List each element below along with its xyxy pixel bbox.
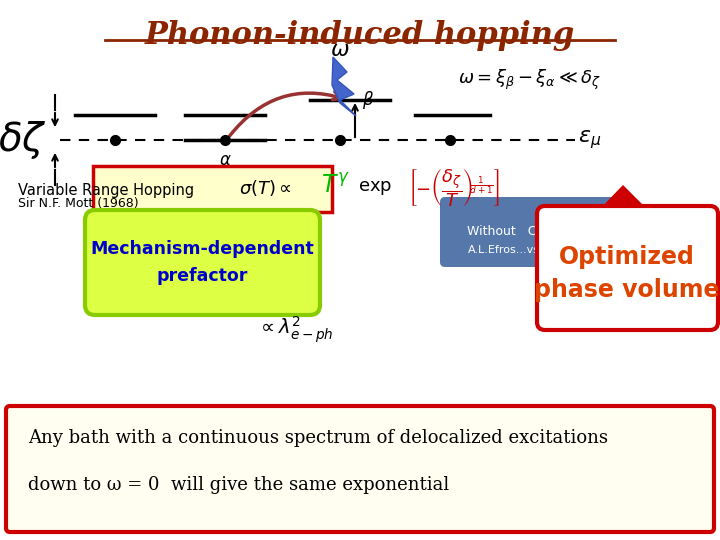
Text: Any bath with a continuous spectrum of delocalized excitations: Any bath with a continuous spectrum of d… xyxy=(28,429,608,447)
Text: $\propto \lambda^2_{e-ph}$: $\propto \lambda^2_{e-ph}$ xyxy=(257,315,333,345)
Text: $\alpha$: $\alpha$ xyxy=(219,152,231,169)
Text: $T^\gamma$: $T^\gamma$ xyxy=(320,174,349,198)
Text: $\sigma(T) \propto$: $\sigma(T) \propto$ xyxy=(238,178,292,198)
FancyBboxPatch shape xyxy=(537,206,718,330)
FancyBboxPatch shape xyxy=(6,406,714,532)
Text: Without   Comb gap: Without Comb gap xyxy=(467,226,591,239)
Polygon shape xyxy=(245,188,310,220)
Text: Mechanism-dependent: Mechanism-dependent xyxy=(90,240,314,258)
Text: $\delta\zeta$: $\delta\zeta$ xyxy=(0,119,46,161)
Text: Phonon-induced hopping: Phonon-induced hopping xyxy=(145,20,575,51)
FancyArrowPatch shape xyxy=(230,92,341,136)
Text: A.L.Efros...vskii(1975): A.L.Efros...vskii(1975) xyxy=(468,245,590,255)
Text: $\beta$: $\beta$ xyxy=(362,89,374,111)
Text: $\omega = \xi_\beta - \xi_\alpha \ll \delta_\zeta$: $\omega = \xi_\beta - \xi_\alpha \ll \de… xyxy=(459,68,601,92)
Text: Sir N.F. Mott (1968): Sir N.F. Mott (1968) xyxy=(18,198,139,211)
Polygon shape xyxy=(332,57,356,116)
Text: down to ω = 0  will give the same exponential: down to ω = 0 will give the same exponen… xyxy=(28,476,449,494)
Text: prefactor: prefactor xyxy=(156,267,248,285)
Text: $\omega$: $\omega$ xyxy=(330,39,350,61)
Text: Optimized: Optimized xyxy=(559,245,695,269)
Text: $\left[-\left(\dfrac{\delta_\zeta}{T}\right)^{\!\!\frac{1}{d+1}}\right]$: $\left[-\left(\dfrac{\delta_\zeta}{T}\ri… xyxy=(408,167,500,209)
FancyBboxPatch shape xyxy=(440,197,618,267)
Text: $\mathrm{exp}$: $\mathrm{exp}$ xyxy=(358,179,392,197)
Polygon shape xyxy=(490,202,566,262)
Text: phase volume: phase volume xyxy=(534,278,720,302)
FancyBboxPatch shape xyxy=(93,166,332,212)
Text: $\epsilon_{\mu}$: $\epsilon_{\mu}$ xyxy=(578,129,601,151)
FancyBboxPatch shape xyxy=(85,210,320,315)
Polygon shape xyxy=(595,185,652,214)
Text: Variable Range Hopping: Variable Range Hopping xyxy=(18,183,194,198)
